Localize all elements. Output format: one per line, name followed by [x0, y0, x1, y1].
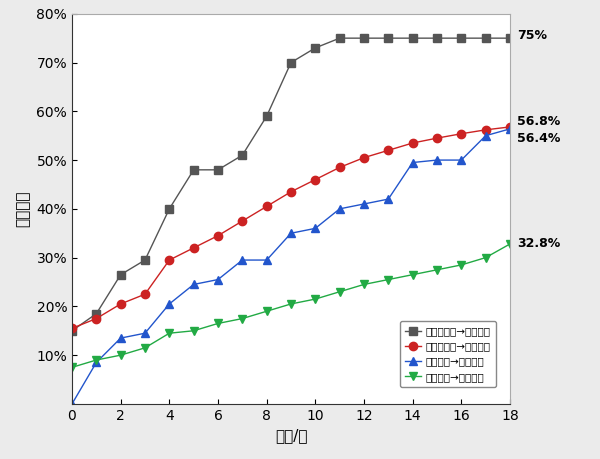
携带治疗位→加权增伤 — [142, 291, 149, 297]
无治疗位→实时增伤 — [239, 257, 246, 263]
无治疗位→加权增伤 — [93, 357, 100, 363]
Line: 携带治疗位→加权增伤: 携带治疗位→加权增伤 — [68, 123, 514, 332]
Y-axis label: 增伤收益: 增伤收益 — [16, 190, 31, 227]
携带治疗位→加权增伤 — [361, 155, 368, 160]
无治疗位→加权增伤 — [336, 289, 343, 295]
携带治疗位→加权增伤 — [117, 301, 124, 307]
携带治疗位→实时增伤 — [287, 60, 295, 65]
Text: 56.8%: 56.8% — [517, 115, 560, 128]
携带治疗位→加权增伤 — [506, 124, 514, 130]
携带治疗位→加权增伤 — [166, 257, 173, 263]
携带治疗位→加权增伤 — [263, 204, 270, 209]
携带治疗位→实时增伤 — [142, 257, 149, 263]
携带治疗位→加权增伤 — [68, 325, 76, 331]
Text: 75%: 75% — [517, 29, 547, 42]
无治疗位→加权增伤 — [482, 255, 489, 260]
无治疗位→加权增伤 — [409, 272, 416, 277]
携带治疗位→实时增伤 — [263, 113, 270, 119]
携带治疗位→加权增伤 — [458, 131, 465, 136]
携带治疗位→实时增伤 — [239, 152, 246, 158]
无治疗位→加权增伤 — [117, 353, 124, 358]
无治疗位→实时增伤 — [506, 126, 514, 132]
携带治疗位→实时增伤 — [385, 35, 392, 41]
携带治疗位→实时增伤 — [433, 35, 440, 41]
携带治疗位→加权增伤 — [409, 140, 416, 146]
携带治疗位→实时增伤 — [312, 45, 319, 50]
携带治疗位→加权增伤 — [190, 245, 197, 251]
无治疗位→加权增伤 — [166, 330, 173, 336]
无治疗位→实时增伤 — [263, 257, 270, 263]
无治疗位→实时增伤 — [385, 196, 392, 202]
Text: 56.4%: 56.4% — [517, 132, 560, 145]
携带治疗位→实时增伤 — [506, 35, 514, 41]
无治疗位→实时增伤 — [458, 157, 465, 163]
携带治疗位→实时增伤 — [214, 167, 221, 173]
携带治疗位→加权增伤 — [482, 127, 489, 133]
无治疗位→实时增伤 — [214, 277, 221, 282]
携带治疗位→加权增伤 — [433, 135, 440, 141]
无治疗位→加权增伤 — [361, 282, 368, 287]
无治疗位→加权增伤 — [458, 262, 465, 268]
无治疗位→实时增伤 — [336, 206, 343, 212]
无治疗位→实时增伤 — [68, 401, 76, 407]
无治疗位→实时增伤 — [312, 225, 319, 231]
无治疗位→实时增伤 — [433, 157, 440, 163]
携带治疗位→加权增伤 — [385, 147, 392, 153]
无治疗位→加权增伤 — [68, 364, 76, 370]
无治疗位→加权增伤 — [506, 241, 514, 247]
无治疗位→加权增伤 — [385, 277, 392, 282]
X-axis label: 时间/秒: 时间/秒 — [275, 428, 307, 443]
无治疗位→实时增伤 — [190, 282, 197, 287]
无治疗位→加权增伤 — [239, 316, 246, 321]
携带治疗位→实时增伤 — [68, 328, 76, 334]
携带治疗位→加权增伤 — [214, 233, 221, 238]
无治疗位→加权增伤 — [433, 267, 440, 273]
携带治疗位→加权增伤 — [312, 177, 319, 182]
无治疗位→实时增伤 — [142, 330, 149, 336]
携带治疗位→加权增伤 — [336, 165, 343, 170]
无治疗位→加权增伤 — [287, 301, 295, 307]
携带治疗位→实时增伤 — [458, 35, 465, 41]
携带治疗位→实时增伤 — [93, 311, 100, 316]
Line: 携带治疗位→实时增伤: 携带治疗位→实时增伤 — [68, 34, 514, 335]
携带治疗位→加权增伤 — [93, 316, 100, 321]
携带治疗位→加权增伤 — [287, 189, 295, 195]
携带治疗位→实时增伤 — [409, 35, 416, 41]
携带治疗位→实时增伤 — [190, 167, 197, 173]
无治疗位→实时增伤 — [482, 133, 489, 139]
携带治疗位→实时增伤 — [482, 35, 489, 41]
携带治疗位→实时增伤 — [117, 272, 124, 277]
携带治疗位→实时增伤 — [361, 35, 368, 41]
Legend: 携带治疗位→实时增伤, 携带治疗位→加权增伤, 无治疗位→实时增伤, 无治疗位→加权增伤: 携带治疗位→实时增伤, 携带治疗位→加权增伤, 无治疗位→实时增伤, 无治疗位→… — [400, 321, 496, 387]
无治疗位→加权增伤 — [312, 297, 319, 302]
无治疗位→实时增伤 — [287, 230, 295, 236]
携带治疗位→实时增伤 — [166, 206, 173, 212]
无治疗位→加权增伤 — [190, 328, 197, 334]
无治疗位→实时增伤 — [93, 360, 100, 365]
Line: 无治疗位→加权增伤: 无治疗位→加权增伤 — [68, 240, 514, 371]
Text: 32.8%: 32.8% — [517, 237, 560, 251]
无治疗位→实时增伤 — [117, 336, 124, 341]
无治疗位→加权增伤 — [142, 345, 149, 351]
携带治疗位→实时增伤 — [336, 35, 343, 41]
无治疗位→实时增伤 — [361, 201, 368, 207]
携带治疗位→加权增伤 — [239, 218, 246, 224]
无治疗位→实时增伤 — [166, 301, 173, 307]
无治疗位→实时增伤 — [409, 160, 416, 165]
Line: 无治疗位→实时增伤: 无治疗位→实时增伤 — [68, 125, 514, 408]
无治疗位→加权增伤 — [214, 321, 221, 326]
无治疗位→加权增伤 — [263, 308, 270, 314]
